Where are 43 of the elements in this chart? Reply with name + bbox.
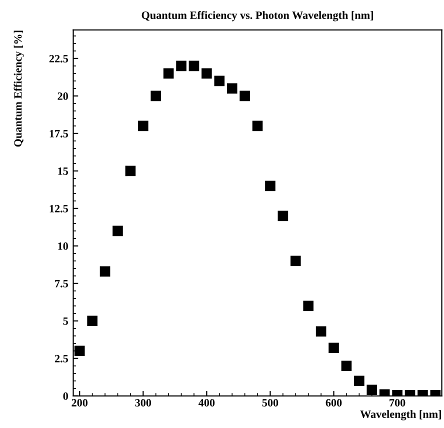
y-tick-label: 22.5 bbox=[49, 54, 68, 62]
point bbox=[138, 120, 148, 132]
point bbox=[150, 90, 162, 102]
point bbox=[290, 256, 301, 266]
point bbox=[366, 384, 378, 396]
point bbox=[87, 316, 98, 326]
point bbox=[265, 180, 276, 192]
point bbox=[303, 300, 314, 312]
point bbox=[214, 76, 225, 86]
point bbox=[328, 342, 339, 354]
x-tick-label: 600 bbox=[326, 399, 342, 406]
point bbox=[176, 60, 186, 72]
point bbox=[316, 326, 326, 337]
point bbox=[278, 210, 288, 222]
x-tick-label: 500 bbox=[262, 399, 278, 406]
y-tick-label: 2.5 bbox=[54, 354, 68, 362]
y-tick-label: 15 bbox=[58, 167, 68, 175]
point bbox=[226, 83, 238, 94]
point bbox=[163, 68, 174, 79]
x-tick-label: 400 bbox=[198, 399, 215, 406]
point bbox=[100, 266, 110, 277]
point bbox=[202, 68, 212, 79]
point bbox=[354, 376, 364, 386]
point bbox=[341, 360, 352, 372]
point bbox=[125, 166, 136, 176]
y-tick-label: 20 bbox=[58, 92, 68, 100]
point bbox=[188, 60, 200, 72]
x-tick-label: 700 bbox=[390, 399, 406, 406]
y-tick-label: 17.5 bbox=[50, 130, 68, 138]
x-tick-label: 200 bbox=[72, 399, 88, 406]
chart-title: Quantum Efficiency vs. Photon Wavelength [nm] bbox=[142, 11, 373, 22]
y-axis-title: Quantum Efficiency [%] bbox=[14, 30, 24, 147]
y-tick-label: 12.5 bbox=[50, 204, 68, 212]
point bbox=[252, 120, 263, 132]
point bbox=[74, 346, 85, 356]
y-tick-label: 0 bbox=[63, 392, 68, 400]
y-tick-label: 10 bbox=[58, 242, 68, 250]
point bbox=[240, 90, 250, 102]
x-tick-label: 300 bbox=[135, 399, 152, 406]
y-tick-label: 5 bbox=[63, 317, 68, 325]
x-axis-title: Wavelength [nm] bbox=[360, 410, 441, 420]
y-tick-label: 7.5 bbox=[55, 280, 68, 288]
point bbox=[112, 226, 123, 236]
